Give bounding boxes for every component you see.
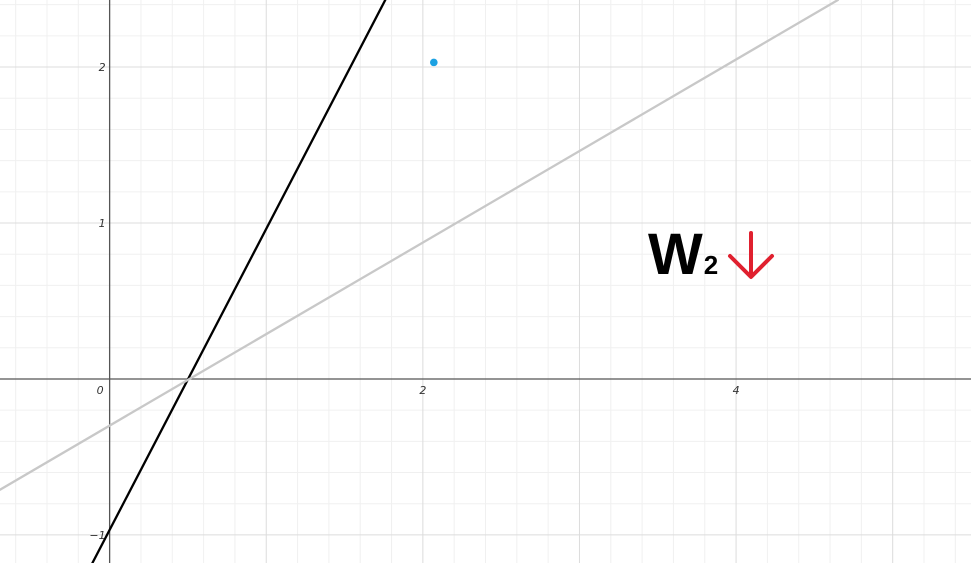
w-subscript: 2 <box>703 250 719 280</box>
x-tick-label: 2 <box>419 384 426 397</box>
tick-labels: 0 2 4 −1 1 2 <box>89 61 739 542</box>
series-line-gray <box>0 0 840 491</box>
series-layer <box>0 0 840 563</box>
down-arrow-icon <box>728 231 774 279</box>
y-tick-label: 1 <box>99 217 106 230</box>
series-line-black <box>91 0 387 563</box>
y-tick-label: −1 <box>89 529 105 542</box>
x-tick-label: 0 <box>97 384 104 397</box>
x-tick-label: 4 <box>733 384 740 397</box>
data-point <box>430 58 438 67</box>
w2-label: W 2 <box>648 222 718 288</box>
points-layer <box>430 58 438 67</box>
y-tick-label: 2 <box>99 61 106 74</box>
w-letter: W <box>648 222 703 287</box>
